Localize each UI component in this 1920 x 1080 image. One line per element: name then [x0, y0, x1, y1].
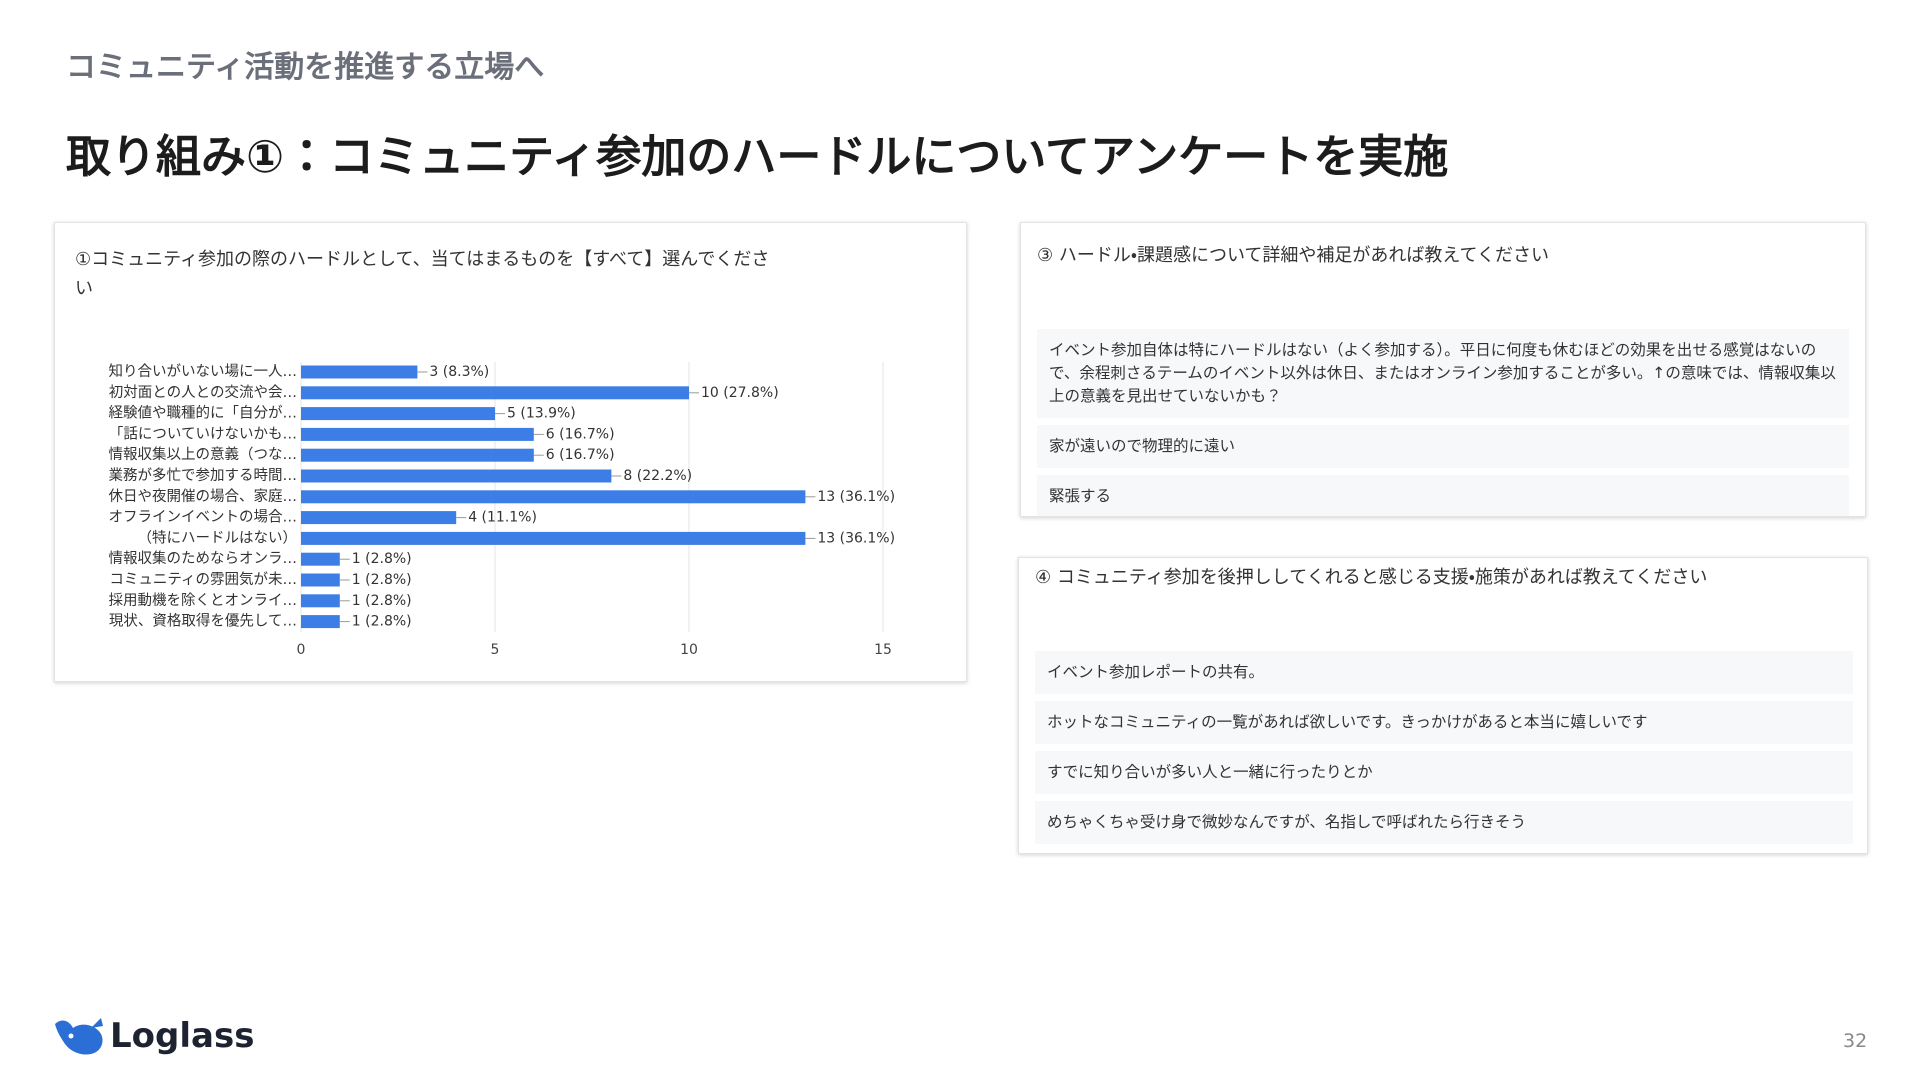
response-card: ③ ハードル・課題感について詳細や補足があれば教えてください イベント参加自体は…: [1020, 222, 1866, 517]
x-tick-label: 15: [874, 642, 892, 658]
y-tick-label: オフラインイベントの場合…: [109, 509, 298, 526]
section-label: コミュニティ活動を推進する立場へ: [66, 50, 545, 85]
value-label: 6 (16.7%): [546, 447, 615, 463]
response: 家が遠いので物理的に遠い: [1037, 425, 1849, 468]
value-label: 6 (16.7%): [546, 426, 615, 442]
bar: [301, 490, 806, 504]
value-label: 10 (27.8%): [701, 385, 779, 401]
response: イベント参加自体は特にハードルはない（よく参加する）。平日に何度も休むほどの効果…: [1037, 329, 1849, 418]
y-tick-label: 情報収集のためならオンラ…: [109, 550, 298, 567]
bar: [301, 427, 534, 441]
logo-mark: [55, 1018, 103, 1055]
value-label: 1 (2.8%): [352, 572, 412, 588]
bar: [301, 594, 340, 608]
value-label: 8 (22.2%): [623, 468, 692, 484]
value-label: 1 (2.8%): [352, 614, 412, 630]
bar: [301, 511, 457, 525]
page-number: 32: [1843, 1030, 1868, 1052]
bar: [301, 531, 806, 545]
y-tick-label: 情報収集以上の意義（つな…: [109, 446, 298, 463]
y-tick-label: 現状、資格取得を優先して…: [109, 613, 297, 630]
value-label: 3 (8.3%): [429, 364, 489, 380]
bar: [301, 615, 340, 629]
y-tick-label: 初対面との人との交流や会…: [109, 384, 297, 401]
chart: 0 5 10 15 知り合いがいない場に一人… 3 (8.3%) 初対面との人との交流や会……: [109, 362, 895, 658]
slide-title: 取り組み①：コミュニティ参加のハードルについてアンケートを実施: [66, 130, 1449, 183]
chart-card: ①コミュニティ参加の際のハードルとして、当てはまるものを【すべて】選んでください…: [54, 222, 967, 682]
logo-text: Loglass: [110, 1016, 255, 1056]
y-tick-label: コミュニティの雰囲気が未…: [109, 571, 297, 588]
x-tick-label: 0: [297, 642, 306, 658]
value-label: 13 (36.1%): [817, 489, 895, 505]
response: 緊張する: [1037, 475, 1849, 516]
response-list: イベント参加自体は特にハードルはない（よく参加する）。平日に何度も休むほどの効果…: [1037, 329, 1849, 516]
bar: [301, 469, 612, 483]
y-tick-label: （特にハードルはない）: [138, 529, 298, 546]
value-label: 5 (13.9%): [507, 406, 576, 422]
response: ホットなコミュニティの一覧があれば欲しいです。きっかけがあると本当に嬉しいです: [1035, 701, 1853, 744]
response: めちゃくちゃ受け身で微妙なんですが、名指しで呼ばれたら行きそう: [1035, 801, 1853, 844]
value-label: 1 (2.8%): [352, 593, 412, 609]
value-label: 13 (36.1%): [817, 530, 895, 546]
y-tick-label: 経験値や職種的に「自分が…: [109, 405, 298, 422]
bar: [301, 448, 534, 462]
response-list: イベント参加レポートの共有。 ホットなコミュニティの一覧があれば欲しいです。きっか…: [1035, 651, 1853, 851]
y-tick-label: 採用動機を除くとオンライ…: [109, 592, 298, 609]
y-tick-label: 「話についていけないかも…: [109, 425, 297, 442]
y-tick-label: 業務が多忙で参加する時間…: [109, 466, 298, 484]
bar: [301, 386, 689, 400]
bar: [301, 573, 340, 587]
value-label: 1 (2.8%): [352, 551, 412, 567]
question: ①コミュニティ参加の際のハードルとして、当てはまるものを【すべて】選んでください: [75, 249, 770, 299]
bar: [301, 552, 340, 566]
y-tick-label: 知り合いがいない場に一人…: [109, 363, 298, 380]
x-tick-label: 5: [491, 642, 500, 658]
question: ④ コミュニティ参加を後押ししてくれると感じる支援・施策があれば教えてください: [1035, 567, 1708, 588]
bar: [301, 407, 495, 421]
value-label: 4 (11.1%): [468, 510, 537, 526]
y-tick-label: 休日や夜開催の場合、家庭…: [109, 488, 298, 505]
response: イベント参加レポートの共有。: [1035, 651, 1853, 694]
bar: [301, 365, 418, 379]
response-card: ④ コミュニティ参加を後押ししてくれると感じる支援・施策があれば教えてください …: [1018, 557, 1868, 854]
response: すでに知り合いが多い人と一緒に行ったりとか: [1035, 751, 1853, 794]
x-tick-label: 10: [680, 642, 698, 658]
question: ③ ハードル・課題感について詳細や補足があれば教えてください: [1037, 245, 1549, 266]
